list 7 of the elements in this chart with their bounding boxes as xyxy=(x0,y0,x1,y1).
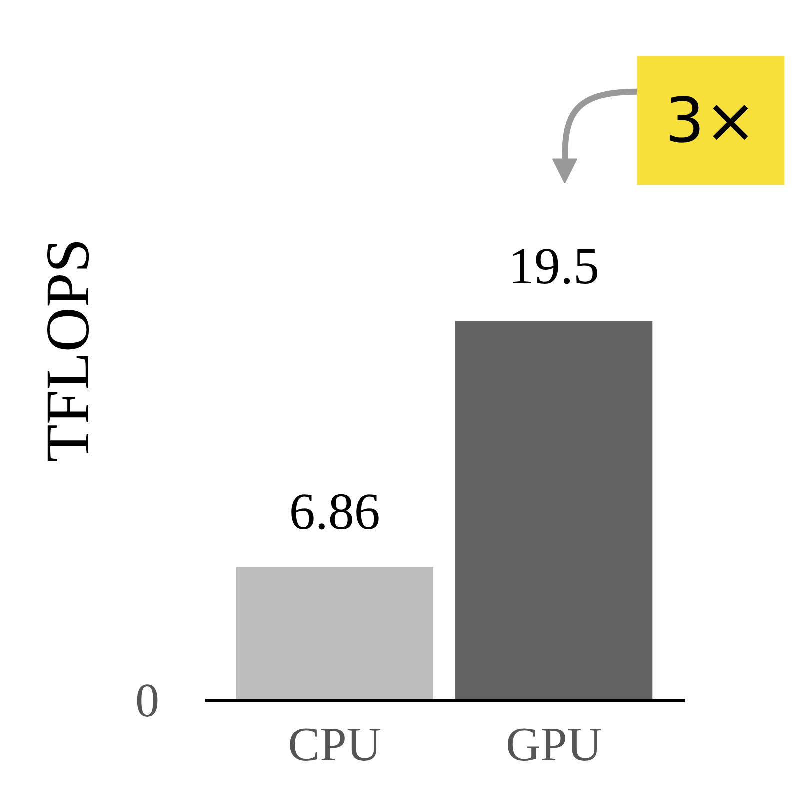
x-tick-label: GPU xyxy=(506,718,602,772)
text: 0 xyxy=(136,674,160,728)
y-axis-title: TFLOPS xyxy=(34,238,102,462)
text: 3× xyxy=(665,84,757,158)
data-label: 6.86 xyxy=(289,484,380,542)
x-tick-label: CPU xyxy=(288,718,382,772)
data-label: 19.5 xyxy=(508,238,600,296)
